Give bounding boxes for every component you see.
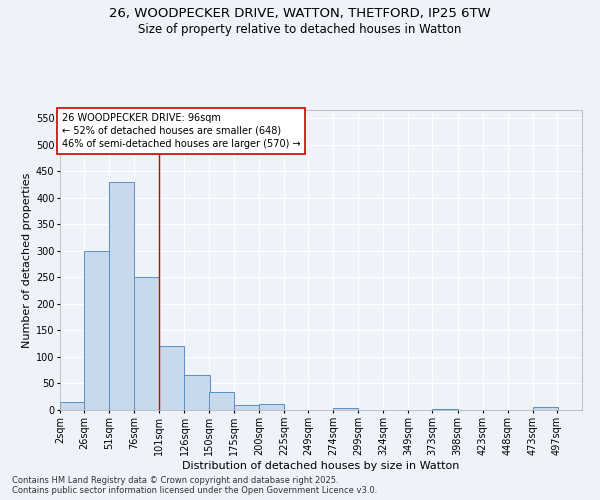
Bar <box>184 376 209 410</box>
Bar <box>60 402 85 410</box>
Text: 26, WOODPECKER DRIVE, WATTON, THETFORD, IP25 6TW: 26, WOODPECKER DRIVE, WATTON, THETFORD, … <box>109 8 491 20</box>
Y-axis label: Number of detached properties: Number of detached properties <box>22 172 32 348</box>
Bar <box>134 278 160 410</box>
Text: Size of property relative to detached houses in Watton: Size of property relative to detached ho… <box>139 22 461 36</box>
Bar <box>333 408 358 410</box>
Bar <box>160 346 184 410</box>
Bar <box>84 250 109 410</box>
Bar <box>433 409 458 410</box>
Text: 26 WOODPECKER DRIVE: 96sqm
← 52% of detached houses are smaller (648)
46% of sem: 26 WOODPECKER DRIVE: 96sqm ← 52% of deta… <box>62 112 301 149</box>
Bar <box>533 408 558 410</box>
Text: Contains HM Land Registry data © Crown copyright and database right 2025.
Contai: Contains HM Land Registry data © Crown c… <box>12 476 377 495</box>
Bar <box>209 392 233 410</box>
Bar <box>259 404 284 410</box>
Bar <box>109 182 134 410</box>
X-axis label: Distribution of detached houses by size in Watton: Distribution of detached houses by size … <box>182 460 460 470</box>
Bar <box>233 404 259 410</box>
